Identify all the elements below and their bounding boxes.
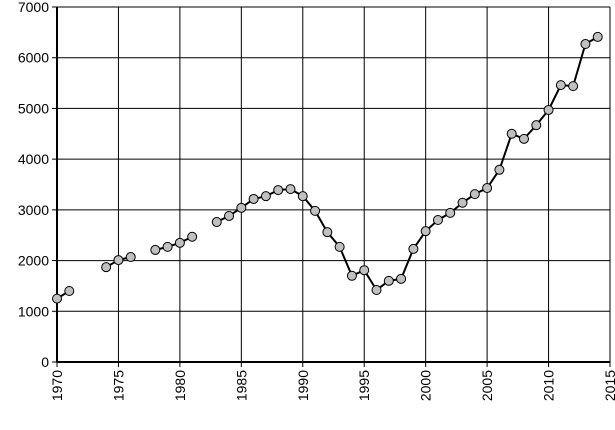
point (506, 128, 517, 139)
point (469, 189, 480, 200)
point (408, 243, 419, 254)
y-tick-label: 7000 (18, 0, 49, 15)
point (568, 81, 579, 92)
x-tick-label: 1970 (49, 370, 65, 401)
y-tick-label: 0 (41, 354, 49, 370)
point (531, 120, 542, 131)
point (445, 207, 456, 218)
point (482, 183, 493, 194)
x-tick-label: 1990 (295, 370, 311, 401)
x-tick-label: 2000 (418, 370, 434, 401)
point (359, 265, 370, 276)
point (285, 184, 296, 195)
point (371, 284, 382, 295)
point (543, 104, 554, 115)
point (187, 231, 198, 242)
point (592, 31, 603, 42)
point (174, 237, 185, 248)
x-tick-label: 1980 (172, 370, 188, 401)
point (420, 226, 431, 237)
x-tick-label: 2005 (479, 370, 495, 401)
x-tick-label: 1995 (356, 370, 372, 401)
point (580, 39, 591, 50)
y-tick-label: 3000 (18, 202, 49, 218)
point (101, 262, 112, 273)
point (322, 227, 333, 238)
point (297, 191, 308, 202)
point (52, 293, 62, 304)
point (150, 244, 161, 255)
x-tick-label: 2015 (602, 370, 615, 401)
y-tick-label: 1000 (18, 303, 49, 319)
point (346, 270, 357, 281)
point (518, 133, 529, 144)
x-tick-label: 2010 (541, 370, 557, 401)
x-tick-label: 1985 (233, 370, 249, 401)
y-tick-label: 5000 (18, 100, 49, 116)
point (334, 241, 345, 252)
point (64, 286, 75, 296)
point (457, 197, 468, 208)
point (310, 205, 321, 216)
point (224, 210, 235, 221)
point (125, 252, 136, 263)
point (113, 255, 124, 266)
point (494, 164, 505, 175)
line (56, 36, 599, 300)
y-tick-label: 4000 (18, 151, 49, 167)
point (383, 275, 394, 286)
point (248, 193, 259, 204)
point (432, 215, 443, 225)
point (236, 202, 247, 213)
point (260, 191, 271, 202)
point (211, 217, 222, 228)
y-tick-label: 6000 (18, 50, 49, 66)
point (555, 80, 566, 91)
y-tick-label: 2000 (18, 253, 49, 269)
x-tick-label: 1975 (110, 370, 126, 401)
point (273, 185, 284, 196)
point (396, 273, 407, 284)
point (162, 241, 173, 252)
